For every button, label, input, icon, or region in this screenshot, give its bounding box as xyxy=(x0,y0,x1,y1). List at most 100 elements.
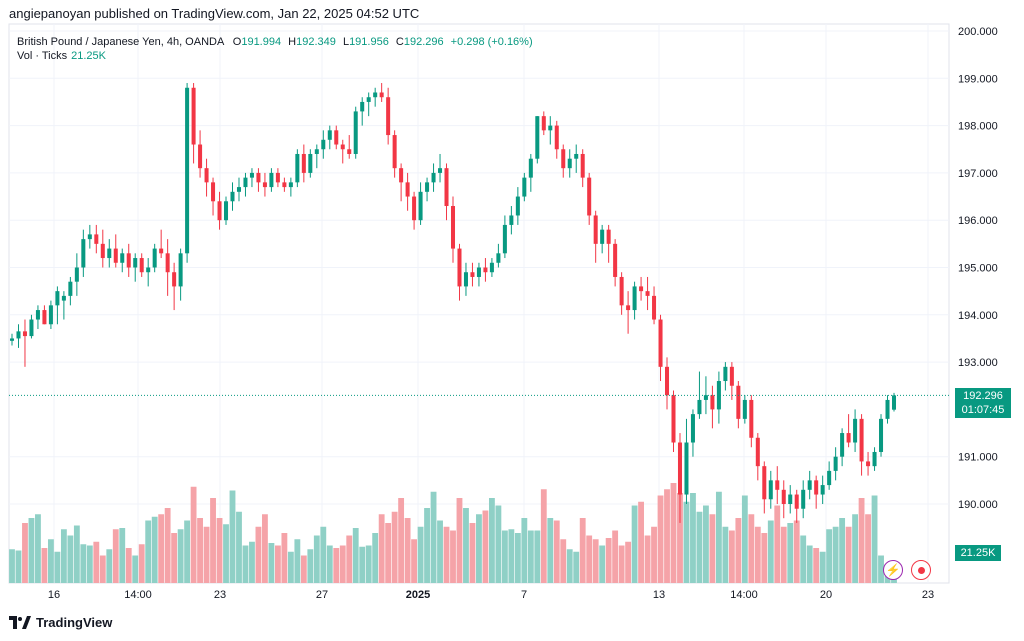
candle-body xyxy=(639,286,644,292)
volume-bar xyxy=(28,518,35,583)
candle-body xyxy=(548,125,553,131)
volume-bar xyxy=(761,533,768,583)
candle-body xyxy=(321,139,326,150)
candle-body xyxy=(574,153,579,159)
volume-bar xyxy=(450,530,456,583)
candle-body xyxy=(139,258,144,273)
time-tick-label: 23 xyxy=(214,589,226,601)
volume-bar xyxy=(164,508,171,583)
volume-bar xyxy=(547,518,554,583)
candle-body xyxy=(528,158,533,178)
volume-bar xyxy=(501,530,508,583)
symbol-title: British Pound / Japanese Yen, 4h, OANDA xyxy=(17,36,224,48)
low-value: 191.956 xyxy=(349,36,389,48)
candle-body xyxy=(768,480,773,500)
price-tick-label: 196.000 xyxy=(958,215,998,227)
tradingview-logo-icon xyxy=(9,616,31,629)
candle-body xyxy=(68,281,73,296)
publisher-line: angiepanoyan published on TradingView.co… xyxy=(9,6,420,21)
candle-body xyxy=(626,305,631,311)
time-tick-label: 2025 xyxy=(406,589,430,601)
candle-body xyxy=(885,399,890,419)
last-price-value: 192.296 xyxy=(963,390,1003,402)
volume-bar xyxy=(333,548,340,583)
lightning-icon[interactable]: ⚡ xyxy=(883,560,903,580)
candle-body xyxy=(561,149,566,169)
volume-bar xyxy=(644,535,651,583)
volume-bar xyxy=(404,518,411,583)
volume-bar xyxy=(819,551,826,583)
candle-body xyxy=(87,234,92,240)
time-tick-label: 23 xyxy=(922,589,934,601)
volume-bar xyxy=(47,539,54,583)
candle-body xyxy=(308,153,313,173)
candle-body xyxy=(781,489,786,504)
last-price-label: 192.296 01:07:45 xyxy=(955,388,1011,418)
candle-body xyxy=(671,395,676,443)
volume-bar xyxy=(599,545,606,583)
volume-bar xyxy=(229,490,236,583)
volume-bar xyxy=(132,555,139,583)
volume-bar xyxy=(806,545,813,583)
brand-name: TradingView xyxy=(36,615,113,630)
candle-body xyxy=(866,461,871,467)
time-tick-label: 14:00 xyxy=(124,589,152,601)
volume-bar xyxy=(320,526,327,583)
candle-body xyxy=(749,399,754,438)
candle-body xyxy=(853,418,858,443)
candle-body xyxy=(502,224,507,254)
volume-bar xyxy=(573,551,580,583)
candle-body xyxy=(243,177,248,188)
candle-body xyxy=(801,489,806,509)
volume-bar xyxy=(800,535,807,583)
volume-legend: Vol · Ticks 21.25K xyxy=(17,50,106,62)
candle-body xyxy=(412,196,417,221)
price-axis[interactable]: 200.000 199.000 198.000 197.000 196.000 195.0… xyxy=(958,26,998,511)
record-icon[interactable] xyxy=(911,560,931,580)
candle-body xyxy=(619,276,624,306)
volume-bar xyxy=(540,489,547,583)
candle-body xyxy=(334,130,339,145)
volume-bar xyxy=(171,533,178,583)
candle-body xyxy=(827,470,832,486)
price-tick-label: 193.000 xyxy=(958,357,998,369)
candle-body xyxy=(61,295,66,301)
candle-body xyxy=(710,395,715,410)
candle-body xyxy=(820,485,825,495)
volume-bar xyxy=(722,526,729,583)
candle-body xyxy=(600,229,605,244)
volume-bar xyxy=(527,530,534,583)
time-tick-label: 27 xyxy=(316,589,328,601)
volume-bar xyxy=(605,538,612,583)
price-tick-label: 190.000 xyxy=(958,499,998,511)
close-value: 192.296 xyxy=(403,36,444,48)
volume-bar xyxy=(463,508,469,583)
candle-body xyxy=(742,399,747,419)
candle-body xyxy=(665,366,670,396)
candle-body xyxy=(470,272,475,277)
volume-bar xyxy=(223,524,229,583)
time-axis[interactable]: 16 14:00 23 27 2025 7 13 14:00 20 23 xyxy=(48,589,934,601)
volume-bar xyxy=(99,555,106,583)
volume-bar xyxy=(566,549,573,583)
volume-bar xyxy=(339,545,346,583)
plot-area[interactable] xyxy=(8,23,950,584)
time-tick-label: 7 xyxy=(521,589,527,601)
volume-bar xyxy=(326,545,333,583)
volume-bar xyxy=(839,518,846,583)
volume-bar xyxy=(631,505,638,583)
price-tick-label: 197.000 xyxy=(958,168,998,180)
candle-body xyxy=(509,215,514,225)
candle-body xyxy=(379,92,384,98)
candle-body xyxy=(178,253,183,287)
price-tick-label: 191.000 xyxy=(958,452,998,464)
volume-bar xyxy=(845,526,852,583)
candle-body xyxy=(360,101,365,112)
volume-bar xyxy=(9,549,15,583)
change-value: +0.298 (+0.16%) xyxy=(450,36,533,48)
candle-body xyxy=(185,87,190,254)
candles xyxy=(9,83,897,523)
volume-bar xyxy=(514,533,521,583)
candle-body xyxy=(515,196,520,216)
